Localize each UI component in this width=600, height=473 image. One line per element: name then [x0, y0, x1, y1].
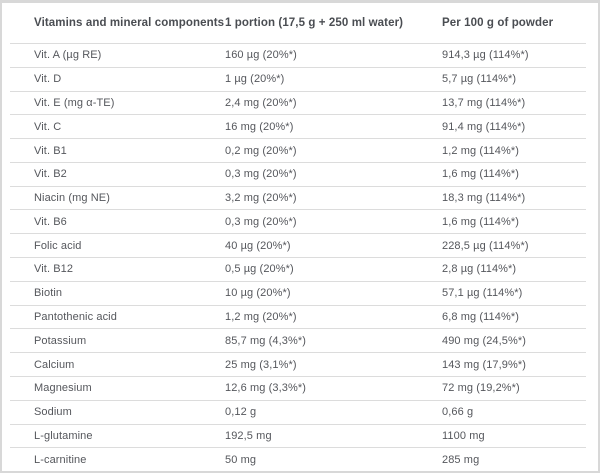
table-row: Niacin (mg NE) 3,2 mg (20%*) 18,3 mg (11… [2, 187, 598, 210]
component-name-cell: Vit. B1 [34, 144, 67, 157]
portion-value-cell: 50 mg [225, 453, 257, 466]
per100g-value-cell: 57,1 µg (114%*) [442, 287, 523, 300]
per100g-value-cell: 13,7 mg (114%*) [442, 96, 526, 109]
per100g-value-cell: 0,66 g [442, 406, 474, 419]
table-row: Vit. B2 0,3 mg (20%*) 1,6 mg (114%*) [2, 163, 598, 186]
component-name-cell: Vit. C [34, 120, 62, 133]
row-divider [10, 233, 586, 235]
per100g-value-cell: 91,4 mg (114%*) [442, 120, 526, 133]
table-row: Pantothenic acid 1,2 mg (20%*) 6,8 mg (1… [2, 306, 598, 329]
component-name-cell: Sodium [34, 406, 72, 419]
portion-value-cell: 0,3 mg (20%*) [225, 215, 297, 228]
portion-value-cell: 16 mg (20%*) [225, 120, 294, 133]
per100g-value-cell: 1,2 mg (114%*) [442, 144, 520, 157]
row-divider [10, 328, 586, 330]
row-divider [10, 399, 586, 401]
component-name-cell: Vit. B6 [34, 215, 67, 228]
per100g-value-cell: 2,8 µg (114%*) [442, 263, 517, 276]
row-divider [10, 138, 586, 140]
per100g-value-cell: 72 mg (19,2%*) [442, 382, 520, 395]
row-divider [10, 90, 586, 92]
table-row: L-glutamine 192,5 mg 1100 mg [2, 425, 598, 448]
table-row: Folic acid 40 µg (20%*) 228,5 µg (114%*) [2, 234, 598, 257]
portion-value-cell: 1 µg (20%*) [225, 73, 285, 86]
portion-value-cell: 3,2 mg (20%*) [225, 192, 297, 205]
table-row: Calcium 25 mg (3,1%*) 143 mg (17,9%*) [2, 353, 598, 376]
portion-value-cell: 40 µg (20%*) [225, 239, 291, 252]
row-divider [10, 304, 586, 306]
portion-value-cell: 85,7 mg (4,3%*) [225, 334, 306, 347]
table-row: Vit. A (µg RE) 160 µg (20%*) 914,3 µg (1… [2, 44, 598, 67]
row-divider [10, 66, 586, 68]
table-row: Vit. E (mg α-TE) 2,4 mg (20%*) 13,7 mg (… [2, 92, 598, 115]
row-divider [10, 423, 586, 425]
per100g-value-cell: 914,3 µg (114%*) [442, 49, 529, 62]
row-divider [10, 114, 586, 116]
portion-value-cell: 2,4 mg (20%*) [225, 96, 297, 109]
per100g-value-cell: 1,6 mg (114%*) [442, 168, 520, 181]
table-row: Biotin 10 µg (20%*) 57,1 µg (114%*) [2, 282, 598, 305]
row-divider [10, 257, 586, 259]
per100g-value-cell: 143 mg (17,9%*) [442, 358, 527, 371]
component-name-cell: Magnesium [34, 382, 92, 395]
component-name-cell: Vit. A (µg RE) [34, 49, 102, 62]
component-name-cell: Niacin (mg NE) [34, 192, 110, 205]
component-name-cell: Potassium [34, 334, 87, 347]
per100g-value-cell: 18,3 mg (114%*) [442, 192, 526, 205]
component-name-cell: Vit. D [34, 73, 62, 86]
row-divider [10, 447, 586, 449]
component-name-cell: L-carnitine [34, 453, 87, 466]
table-row: Sodium 0,12 g 0,66 g [2, 401, 598, 424]
table-row: Vit. C 16 mg (20%*) 91,4 mg (114%*) [2, 115, 598, 138]
column-header-per100g: Per 100 g of powder [442, 17, 554, 29]
portion-value-cell: 10 µg (20%*) [225, 287, 291, 300]
component-name-cell: Pantothenic acid [34, 310, 117, 323]
component-name-cell: Vit. E (mg α-TE) [34, 96, 115, 109]
row-divider [10, 209, 586, 211]
per100g-value-cell: 1100 mg [442, 429, 485, 442]
portion-value-cell: 12,6 mg (3,3%*) [225, 382, 306, 395]
component-name-cell: Folic acid [34, 239, 82, 252]
per100g-value-cell: 5,7 µg (114%*) [442, 73, 517, 86]
row-divider [10, 280, 586, 282]
per100g-value-cell: 285 mg [442, 453, 480, 466]
row-divider [10, 375, 586, 377]
table-header-row: Vitamins and mineral components 1 portio… [2, 3, 598, 43]
portion-value-cell: 0,12 g [225, 406, 257, 419]
table-row: Vit. B1 0,2 mg (20%*) 1,2 mg (114%*) [2, 139, 598, 162]
row-divider [10, 352, 586, 354]
portion-value-cell: 0,2 mg (20%*) [225, 144, 297, 157]
portion-value-cell: 160 µg (20%*) [225, 49, 297, 62]
row-divider [10, 43, 586, 44]
component-name-cell: Vit. B12 [34, 263, 74, 276]
per100g-value-cell: 490 mg (24,5%*) [442, 334, 527, 347]
portion-value-cell: 25 mg (3,1%*) [225, 358, 297, 371]
row-divider [10, 161, 586, 163]
column-header-components: Vitamins and mineral components [34, 17, 225, 29]
table-row: Vit. D 1 µg (20%*) 5,7 µg (114%*) [2, 68, 598, 91]
component-name-cell: Calcium [34, 358, 75, 371]
portion-value-cell: 0,5 µg (20%*) [225, 263, 294, 276]
portion-value-cell: 1,2 mg (20%*) [225, 310, 297, 323]
portion-value-cell: 0,3 mg (20%*) [225, 168, 297, 181]
component-name-cell: Biotin [34, 287, 63, 300]
table-row: Vit. B6 0,3 mg (20%*) 1,6 mg (114%*) [2, 210, 598, 233]
per100g-value-cell: 1,6 mg (114%*) [442, 215, 520, 228]
portion-value-cell: 192,5 mg [225, 429, 272, 442]
row-divider [10, 185, 586, 187]
table-row: Potassium 85,7 mg (4,3%*) 490 mg (24,5%*… [2, 329, 598, 352]
component-name-cell: L-glutamine [34, 429, 93, 442]
table-body: Vit. A (µg RE) 160 µg (20%*) 914,3 µg (1… [2, 43, 598, 471]
table-row: Magnesium 12,6 mg (3,3%*) 72 mg (19,2%*) [2, 377, 598, 400]
table-row: L-carnitine 50 mg 285 mg [2, 448, 598, 471]
per100g-value-cell: 228,5 µg (114%*) [442, 239, 529, 252]
column-header-portion: 1 portion (17,5 g + 250 ml water) [225, 17, 404, 29]
per100g-value-cell: 6,8 mg (114%*) [442, 310, 520, 323]
table-row: Vit. B12 0,5 µg (20%*) 2,8 µg (114%*) [2, 258, 598, 281]
component-name-cell: Vit. B2 [34, 168, 67, 181]
